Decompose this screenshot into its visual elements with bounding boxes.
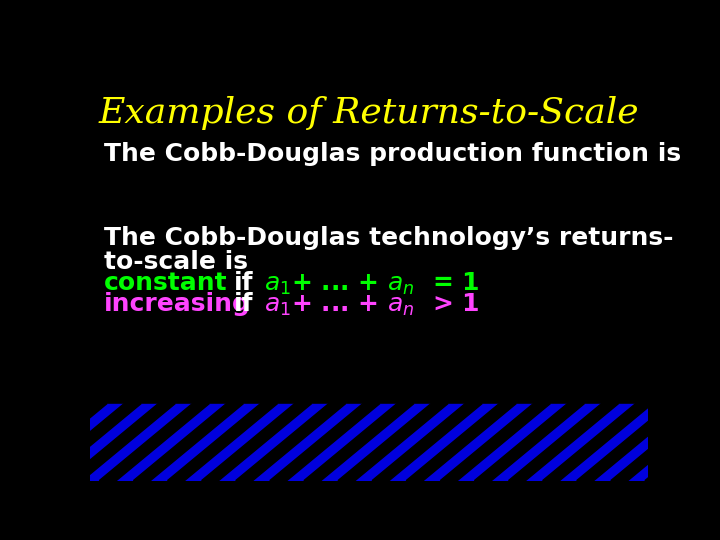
Bar: [90, 403, 648, 481]
Polygon shape: [202, 403, 312, 481]
Text: Examples of Returns-to-Scale: Examples of Returns-to-Scale: [99, 96, 639, 130]
Text: increasing: increasing: [104, 292, 251, 316]
Polygon shape: [0, 403, 73, 481]
Polygon shape: [679, 403, 720, 481]
Polygon shape: [31, 403, 141, 481]
Polygon shape: [508, 403, 618, 481]
Text: The Cobb-Douglas production function is: The Cobb-Douglas production function is: [104, 142, 681, 166]
Text: if: if: [233, 271, 253, 295]
Polygon shape: [304, 403, 414, 481]
Polygon shape: [133, 403, 243, 481]
Text: constant: constant: [104, 271, 228, 295]
Text: to-scale is: to-scale is: [104, 249, 248, 274]
Polygon shape: [99, 403, 210, 481]
Text: The Cobb-Douglas technology’s returns-: The Cobb-Douglas technology’s returns-: [104, 226, 673, 251]
Text: $a_1$+ ... + $a_n$  > 1: $a_1$+ ... + $a_n$ > 1: [264, 292, 480, 318]
Polygon shape: [543, 403, 652, 481]
Polygon shape: [611, 403, 720, 481]
Polygon shape: [0, 403, 39, 481]
Text: if: if: [233, 292, 253, 316]
Polygon shape: [168, 403, 277, 481]
Text: $a_1$+ ... + $a_n$  = 1: $a_1$+ ... + $a_n$ = 1: [264, 271, 480, 298]
Polygon shape: [406, 403, 516, 481]
Polygon shape: [372, 403, 482, 481]
Polygon shape: [474, 403, 585, 481]
Polygon shape: [645, 403, 720, 481]
Polygon shape: [338, 403, 448, 481]
Polygon shape: [235, 403, 346, 481]
Polygon shape: [0, 403, 107, 481]
Polygon shape: [713, 403, 720, 481]
Polygon shape: [66, 403, 175, 481]
Polygon shape: [270, 403, 380, 481]
Polygon shape: [577, 403, 687, 481]
Polygon shape: [441, 403, 550, 481]
